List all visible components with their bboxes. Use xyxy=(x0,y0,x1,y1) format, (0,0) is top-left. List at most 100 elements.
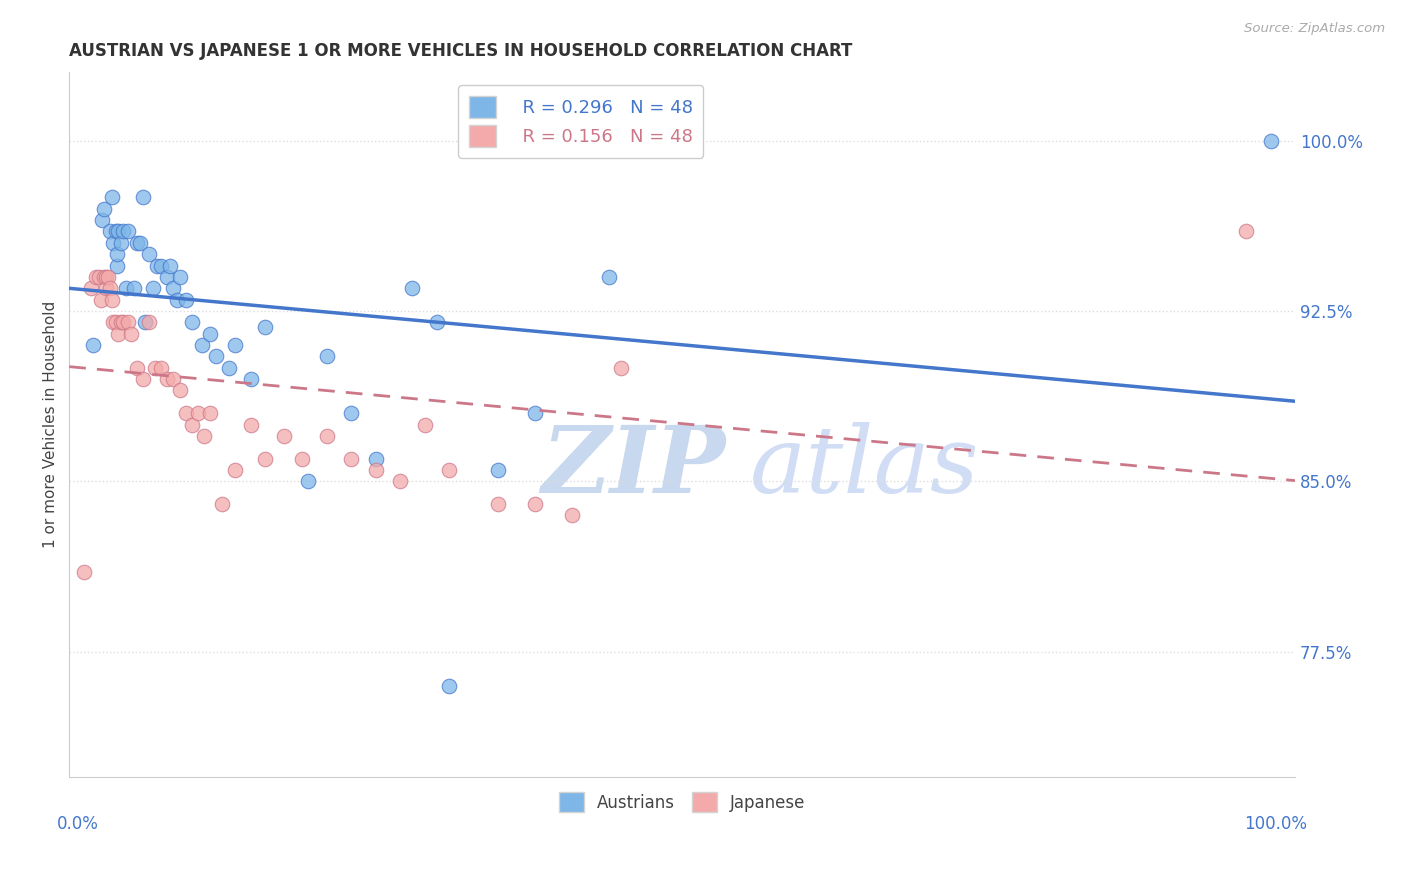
Point xyxy=(291,451,314,466)
Point xyxy=(87,269,110,284)
Point xyxy=(142,281,165,295)
Point xyxy=(211,497,233,511)
Point xyxy=(439,679,461,693)
Point xyxy=(224,463,246,477)
Point xyxy=(254,451,277,466)
Point xyxy=(254,319,277,334)
Point xyxy=(162,281,184,295)
Point xyxy=(150,360,173,375)
Point xyxy=(598,269,620,284)
Point xyxy=(218,360,240,375)
Y-axis label: 1 or more Vehicles in Household: 1 or more Vehicles in Household xyxy=(44,301,58,549)
Point xyxy=(129,235,152,250)
Point xyxy=(190,338,212,352)
Point xyxy=(340,451,363,466)
Text: AUSTRIAN VS JAPANESE 1 OR MORE VEHICLES IN HOUSEHOLD CORRELATION CHART: AUSTRIAN VS JAPANESE 1 OR MORE VEHICLES … xyxy=(69,42,852,60)
Point xyxy=(166,293,188,307)
Point xyxy=(193,429,215,443)
Point xyxy=(107,326,129,341)
Point xyxy=(174,406,197,420)
Point xyxy=(439,463,461,477)
Point xyxy=(138,315,160,329)
Point xyxy=(239,372,262,386)
Point xyxy=(486,463,509,477)
Point xyxy=(104,224,127,238)
Text: 100.0%: 100.0% xyxy=(1244,815,1308,833)
Point xyxy=(132,372,155,386)
Point xyxy=(101,190,124,204)
Text: 0.0%: 0.0% xyxy=(58,815,98,833)
Point xyxy=(101,293,124,307)
Text: atlas: atlas xyxy=(749,422,979,512)
Point xyxy=(105,247,128,261)
Point xyxy=(224,338,246,352)
Point xyxy=(122,281,145,295)
Point xyxy=(120,326,142,341)
Legend: Austrians, Japanese: Austrians, Japanese xyxy=(553,785,813,819)
Point xyxy=(315,350,337,364)
Point xyxy=(93,202,115,216)
Point xyxy=(156,372,179,386)
Point xyxy=(174,293,197,307)
Point xyxy=(1260,134,1282,148)
Point xyxy=(125,360,148,375)
Point xyxy=(162,372,184,386)
Point xyxy=(198,326,221,341)
Point xyxy=(117,224,139,238)
Point xyxy=(486,497,509,511)
Point xyxy=(117,315,139,329)
Point xyxy=(112,224,135,238)
Point xyxy=(524,497,547,511)
Point xyxy=(84,269,107,284)
Point xyxy=(413,417,436,432)
Point xyxy=(340,406,363,420)
Point xyxy=(180,417,202,432)
Point xyxy=(205,350,228,364)
Point xyxy=(389,475,412,489)
Point xyxy=(110,315,132,329)
Point xyxy=(132,190,155,204)
Point xyxy=(524,406,547,420)
Point xyxy=(93,269,115,284)
Point xyxy=(80,281,103,295)
Point xyxy=(426,315,449,329)
Point xyxy=(561,508,583,523)
Point xyxy=(94,281,117,295)
Point xyxy=(114,281,136,295)
Point xyxy=(1234,224,1257,238)
Point xyxy=(94,269,117,284)
Point xyxy=(150,259,173,273)
Point xyxy=(169,269,191,284)
Point xyxy=(125,235,148,250)
Point xyxy=(112,315,135,329)
Point xyxy=(610,360,633,375)
Point xyxy=(180,315,202,329)
Point xyxy=(198,406,221,420)
Point xyxy=(103,315,125,329)
Point xyxy=(143,360,166,375)
Text: ZIP: ZIP xyxy=(541,422,725,512)
Point xyxy=(169,384,191,398)
Point xyxy=(138,247,160,261)
Point xyxy=(364,463,387,477)
Point xyxy=(105,259,128,273)
Point xyxy=(110,235,132,250)
Point xyxy=(315,429,337,443)
Point xyxy=(90,293,112,307)
Point xyxy=(134,315,156,329)
Point xyxy=(239,417,262,432)
Point xyxy=(91,213,114,227)
Point xyxy=(297,475,319,489)
Point xyxy=(273,429,295,443)
Point xyxy=(401,281,423,295)
Point xyxy=(104,315,127,329)
Point xyxy=(98,224,121,238)
Point xyxy=(73,565,96,579)
Point xyxy=(159,259,181,273)
Point xyxy=(98,281,121,295)
Point xyxy=(82,338,104,352)
Point xyxy=(146,259,169,273)
Point xyxy=(103,235,125,250)
Point xyxy=(97,269,120,284)
Point xyxy=(156,269,179,284)
